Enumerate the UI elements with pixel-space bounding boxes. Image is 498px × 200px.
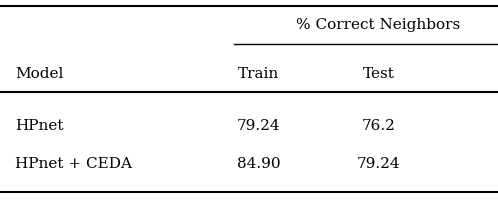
Text: 76.2: 76.2 <box>362 119 395 133</box>
Text: HPnet: HPnet <box>15 119 63 133</box>
Text: 79.24: 79.24 <box>357 157 400 171</box>
Text: Model: Model <box>15 67 63 81</box>
Text: Test: Test <box>363 67 394 81</box>
Text: Train: Train <box>239 67 279 81</box>
Text: % Correct Neighbors: % Correct Neighbors <box>296 18 461 32</box>
Text: HPnet + CEDA: HPnet + CEDA <box>15 157 132 171</box>
Text: 84.90: 84.90 <box>237 157 281 171</box>
Text: 79.24: 79.24 <box>237 119 281 133</box>
